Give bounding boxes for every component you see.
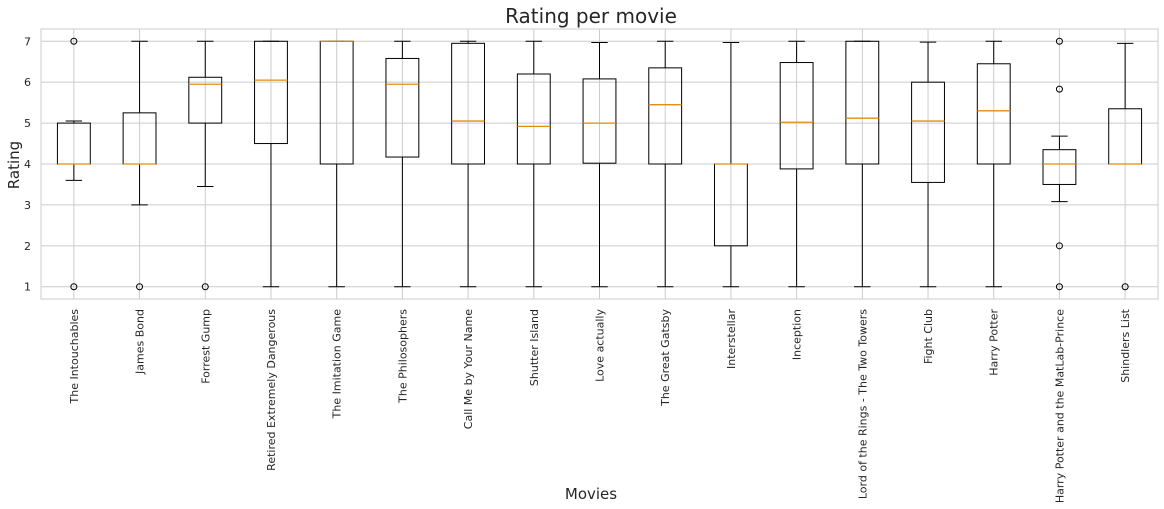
x-tick-label: Shindlers List (1119, 308, 1132, 382)
box-5 (385, 57, 420, 158)
box-2 (188, 76, 223, 124)
box-9 (648, 67, 683, 165)
chart-title: Rating per movie (505, 4, 677, 28)
x-tick-label: James Bond (134, 309, 147, 375)
outlier-point (201, 283, 209, 291)
box-12 (845, 40, 880, 165)
x-tick-label: The Imitation Game (331, 309, 344, 420)
x-tick-label: Fight Club (922, 309, 935, 364)
x-tick-label: Call Me by Your Name (462, 309, 475, 429)
y-tick-label: 1 (24, 281, 31, 294)
outlier-point (70, 37, 78, 45)
box-14 (976, 63, 1011, 165)
x-tick-label: Inception (791, 309, 804, 360)
y-tick-label: 4 (24, 158, 31, 171)
box-13 (911, 81, 945, 183)
outlier-point (1055, 85, 1063, 93)
x-tick-label: Retired Extremely Dangerous (265, 309, 278, 471)
y-tick-label: 5 (24, 117, 31, 130)
y-tick-label: 3 (24, 199, 31, 212)
outlier-point (1055, 37, 1063, 45)
y-tick-label: 7 (24, 35, 31, 48)
x-tick-label: Love actually (594, 309, 607, 382)
y-tick-label: 2 (24, 240, 31, 253)
outlier-point (1121, 283, 1129, 291)
outlier-point (136, 283, 144, 291)
x-tick-label: Interstellar (725, 309, 738, 369)
plot-frame (40, 28, 1159, 300)
x-tick-label: The Great Gatsby (659, 309, 672, 407)
x-tick-label: The Philosophers (396, 309, 409, 404)
x-axis-label: Movies (565, 485, 617, 503)
outlier-point (1055, 283, 1063, 291)
x-tick-label: Harry Potter (988, 309, 1001, 376)
x-tick-label: Forrest Gump (199, 309, 212, 384)
outlier-point (1055, 242, 1063, 250)
y-axis-label: Rating (5, 141, 23, 189)
x-tick-label: Harry Potter and the MatLab-Prince (1053, 309, 1066, 503)
box-7 (516, 73, 551, 165)
box-6 (451, 42, 486, 165)
x-tick-label: Lord of the Rings - The Two Towers (856, 309, 869, 499)
box-3 (254, 40, 288, 145)
outlier-point (70, 283, 78, 291)
plot-area: 1 2 3 4 5 6 7 The Intouchables James Bond Forrest… (24, 28, 1159, 503)
x-tick-label: The Intouchables (68, 309, 81, 405)
y-tick-label: 6 (24, 76, 31, 89)
x-tick-label: Shutter Island (528, 309, 541, 386)
box-11 (779, 62, 814, 170)
box-15 (1042, 149, 1077, 185)
box-8 (582, 78, 617, 164)
